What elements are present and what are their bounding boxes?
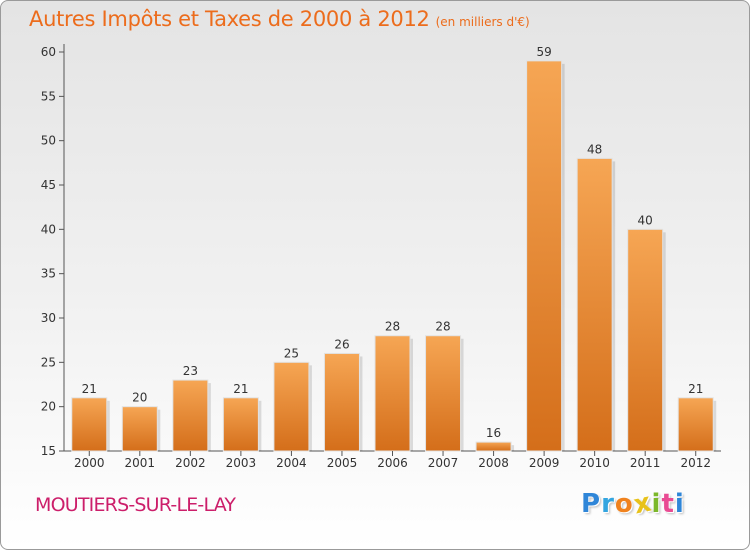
data-label: 25 xyxy=(284,346,299,360)
x-tick-label: 2001 xyxy=(125,456,156,470)
proxiti-logo: Proxiti xyxy=(581,487,685,520)
x-tick-label: 2011 xyxy=(630,456,661,470)
y-tick-label: 45 xyxy=(41,178,56,192)
bar xyxy=(121,406,158,452)
bar xyxy=(374,335,411,452)
y-tick-label: 15 xyxy=(41,444,56,458)
y-tick-label: 35 xyxy=(41,267,56,281)
chart-title: Autres Impôts et Taxes de 2000 à 2012 (en… xyxy=(29,7,530,31)
x-tick-label: 2010 xyxy=(579,456,610,470)
data-label: 23 xyxy=(183,364,198,378)
logo-letter: P xyxy=(581,489,602,519)
x-tick-label: 2012 xyxy=(680,456,711,470)
y-tick-label: 25 xyxy=(41,355,56,369)
x-tick-label: 2003 xyxy=(226,456,257,470)
x-tick-label: 2007 xyxy=(428,456,459,470)
logo-letter: r xyxy=(601,489,615,519)
bar xyxy=(526,60,563,452)
bar xyxy=(677,397,714,452)
y-tick-label: 50 xyxy=(41,134,56,148)
x-tick-label: 2006 xyxy=(377,456,408,470)
data-label: 20 xyxy=(132,391,147,405)
data-label: 28 xyxy=(385,320,400,334)
logo-letter: i xyxy=(674,489,685,519)
x-tick-label: 2000 xyxy=(74,456,105,470)
bar xyxy=(71,397,108,452)
data-label: 26 xyxy=(334,337,349,351)
x-tick-label: 2009 xyxy=(529,456,560,470)
y-tick-label: 20 xyxy=(41,400,56,414)
x-tick-label: 2005 xyxy=(327,456,358,470)
data-label: 21 xyxy=(233,382,248,396)
data-label: 21 xyxy=(688,382,703,396)
logo-letter: i xyxy=(651,489,662,519)
data-label: 40 xyxy=(638,213,653,227)
bar xyxy=(172,379,209,452)
x-tick-label: 2004 xyxy=(276,456,307,470)
bar xyxy=(323,352,360,452)
chart-subtitle: (en milliers d'€) xyxy=(435,15,530,29)
y-tick-label: 30 xyxy=(41,311,56,325)
bar xyxy=(576,157,613,452)
bar xyxy=(222,397,259,452)
data-label: 28 xyxy=(435,320,450,334)
data-label: 59 xyxy=(536,45,551,59)
bar xyxy=(425,335,462,452)
data-label: 21 xyxy=(82,382,97,396)
bar xyxy=(273,361,310,452)
y-tick-label: 55 xyxy=(41,89,56,103)
place-name: MOUTIERS-SUR-LE-LAY xyxy=(35,494,236,516)
bar xyxy=(475,441,512,452)
y-tick-label: 40 xyxy=(41,222,56,236)
data-label: 16 xyxy=(486,426,501,440)
logo-letter: o xyxy=(614,489,634,519)
bar xyxy=(627,228,664,452)
y-tick-label: 60 xyxy=(41,45,56,59)
data-label: 48 xyxy=(587,142,602,156)
x-tick-label: 2002 xyxy=(175,456,206,470)
chart-title-text: Autres Impôts et Taxes de 2000 à 2012 xyxy=(29,7,430,31)
x-tick-label: 2008 xyxy=(478,456,509,470)
logo-letter: t xyxy=(661,489,675,519)
